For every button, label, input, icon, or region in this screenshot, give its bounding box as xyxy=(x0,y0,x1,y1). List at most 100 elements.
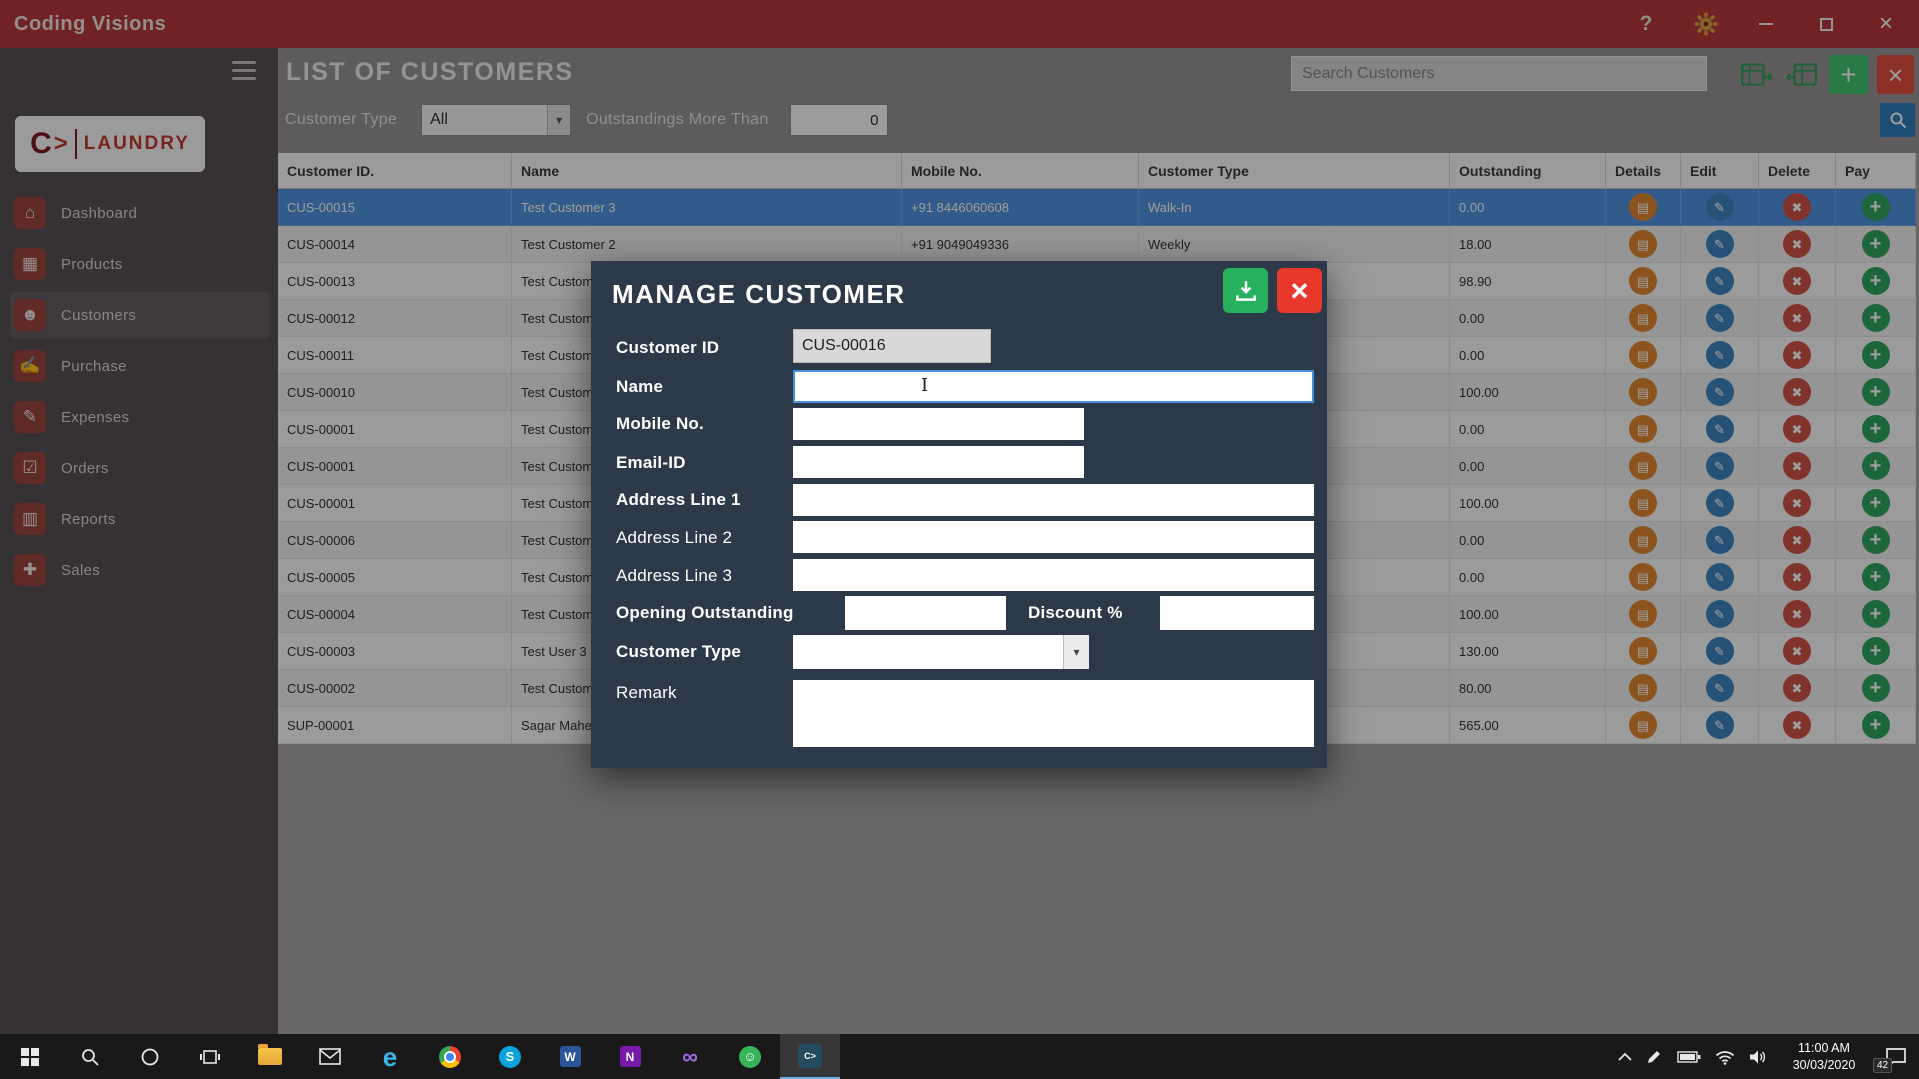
column-header[interactable]: Customer ID. xyxy=(278,153,512,189)
save-button[interactable] xyxy=(1223,268,1268,313)
delete-button[interactable]: ✖ xyxy=(1783,563,1811,591)
details-button[interactable]: ▤ xyxy=(1629,711,1657,739)
details-button[interactable]: ▤ xyxy=(1629,378,1657,406)
edit-button[interactable]: ✎ xyxy=(1705,489,1734,517)
edit-button[interactable]: ✎ xyxy=(1705,267,1734,295)
notification-center-button[interactable]: 42 xyxy=(1873,1042,1911,1073)
details-button[interactable]: ▤ xyxy=(1629,193,1657,221)
sidebar-item-sales[interactable]: ✚ Sales xyxy=(10,547,270,593)
details-button[interactable]: ▤ xyxy=(1629,341,1657,369)
search-customers-input[interactable] xyxy=(1291,56,1707,91)
column-header[interactable]: Outstanding xyxy=(1450,153,1606,189)
wifi-icon[interactable] xyxy=(1715,1049,1735,1065)
taskbar-skype-button[interactable]: S xyxy=(480,1034,540,1079)
mobile-field[interactable] xyxy=(793,408,1084,440)
table-row[interactable]: CUS-00014 Test Customer 2 +91 9049049336 We… xyxy=(278,226,1916,263)
pay-button[interactable]: + xyxy=(1861,267,1890,295)
pay-button[interactable]: + xyxy=(1861,600,1890,628)
column-header[interactable]: Details xyxy=(1606,153,1681,189)
add-customer-button[interactable]: + xyxy=(1829,55,1868,94)
edit-button[interactable]: ✎ xyxy=(1705,193,1734,221)
details-button[interactable]: ▤ xyxy=(1629,489,1657,517)
taskbar-explorer-button[interactable] xyxy=(240,1034,300,1079)
delete-button[interactable]: ✖ xyxy=(1783,415,1811,443)
pay-button[interactable]: + xyxy=(1861,563,1890,591)
address3-field[interactable] xyxy=(793,559,1314,591)
pay-button[interactable]: + xyxy=(1861,230,1890,258)
column-header[interactable]: Name xyxy=(512,153,902,189)
customer-type-filter-select[interactable]: All ▾ xyxy=(421,104,572,136)
help-button[interactable]: ? xyxy=(1639,12,1653,35)
delete-button[interactable]: ✖ xyxy=(1783,526,1811,554)
address1-field[interactable] xyxy=(793,484,1314,516)
details-button[interactable]: ▤ xyxy=(1629,415,1657,443)
sidebar-item-reports[interactable]: ▥ Reports xyxy=(10,496,270,542)
pay-button[interactable]: + xyxy=(1861,304,1890,332)
taskbar-search-button[interactable] xyxy=(60,1034,120,1079)
email-field[interactable] xyxy=(793,446,1084,478)
edit-button[interactable]: ✎ xyxy=(1705,378,1734,406)
delete-button[interactable]: ✖ xyxy=(1783,674,1811,702)
outstanding-filter-input[interactable] xyxy=(789,104,888,136)
sidebar-item-customers[interactable]: ☻ Customers xyxy=(10,292,270,338)
address2-field[interactable] xyxy=(793,521,1314,553)
edit-button[interactable]: ✎ xyxy=(1705,526,1734,554)
edit-button[interactable]: ✎ xyxy=(1705,637,1734,665)
taskbar-chrome-button[interactable] xyxy=(420,1034,480,1079)
details-button[interactable]: ▤ xyxy=(1629,600,1657,628)
dialog-close-button[interactable]: × xyxy=(1277,268,1322,313)
pay-button[interactable]: + xyxy=(1861,674,1890,702)
edit-button[interactable]: ✎ xyxy=(1705,563,1734,591)
edit-button[interactable]: ✎ xyxy=(1705,674,1734,702)
opening-outstanding-field[interactable] xyxy=(845,596,1006,630)
delete-button[interactable]: ✖ xyxy=(1783,637,1811,665)
edit-button[interactable]: ✎ xyxy=(1705,230,1734,258)
battery-icon[interactable] xyxy=(1677,1050,1701,1063)
taskbar-edge-button[interactable]: e xyxy=(360,1034,420,1079)
column-header[interactable]: Delete xyxy=(1759,153,1836,189)
remark-field[interactable] xyxy=(793,680,1314,747)
column-header[interactable]: Mobile No. xyxy=(902,153,1139,189)
taskbar-clock[interactable]: 11:00 AM 30/03/2020 xyxy=(1781,1040,1867,1074)
edit-button[interactable]: ✎ xyxy=(1705,452,1734,480)
table-row[interactable]: CUS-00015 Test Customer 3 +91 8446060608 Wa… xyxy=(278,189,1916,226)
hamburger-menu-button[interactable] xyxy=(232,61,256,80)
delete-button[interactable]: ✖ xyxy=(1783,267,1811,295)
pay-button[interactable]: + xyxy=(1861,341,1890,369)
discount-field[interactable] xyxy=(1160,596,1314,630)
pay-button[interactable]: + xyxy=(1861,193,1890,221)
edit-button[interactable]: ✎ xyxy=(1705,304,1734,332)
delete-button[interactable]: ✖ xyxy=(1783,452,1811,480)
pay-button[interactable]: + xyxy=(1861,711,1890,739)
details-button[interactable]: ▤ xyxy=(1629,230,1657,258)
tray-expand-button[interactable] xyxy=(1618,1052,1632,1061)
taskbar-onenote-button[interactable]: N xyxy=(600,1034,660,1079)
taskbar-word-button[interactable]: W xyxy=(540,1034,600,1079)
close-list-button[interactable]: × xyxy=(1877,55,1914,94)
customer-type-select[interactable]: ▾ xyxy=(793,635,1089,669)
sidebar-item-dashboard[interactable]: ⌂ Dashboard xyxy=(10,190,270,236)
details-button[interactable]: ▤ xyxy=(1629,674,1657,702)
taskbar-start-button[interactable] xyxy=(0,1034,60,1079)
window-close-button[interactable]: × xyxy=(1878,10,1893,37)
edit-button[interactable]: ✎ xyxy=(1705,341,1734,369)
column-header[interactable]: Edit xyxy=(1681,153,1759,189)
pen-icon[interactable] xyxy=(1646,1048,1663,1065)
minimize-button[interactable] xyxy=(1753,11,1779,37)
delete-button[interactable]: ✖ xyxy=(1783,378,1811,406)
column-header[interactable]: Pay xyxy=(1836,153,1916,189)
export-excel-button[interactable] xyxy=(1739,58,1775,92)
pay-button[interactable]: + xyxy=(1861,526,1890,554)
delete-button[interactable]: ✖ xyxy=(1783,230,1811,258)
maximize-button[interactable] xyxy=(1813,11,1839,37)
details-button[interactable]: ▤ xyxy=(1629,304,1657,332)
delete-button[interactable]: ✖ xyxy=(1783,600,1811,628)
pay-button[interactable]: + xyxy=(1861,378,1890,406)
taskbar-visual-studio-button[interactable]: ∞ xyxy=(660,1034,720,1079)
taskbar-green-app-button[interactable]: ☺ xyxy=(720,1034,780,1079)
pay-button[interactable]: + xyxy=(1861,637,1890,665)
settings-gear-button[interactable] xyxy=(1693,11,1719,37)
sidebar-item-products[interactable]: ▦ Products xyxy=(10,241,270,287)
taskbar-cortana-button[interactable] xyxy=(120,1034,180,1079)
details-button[interactable]: ▤ xyxy=(1629,526,1657,554)
